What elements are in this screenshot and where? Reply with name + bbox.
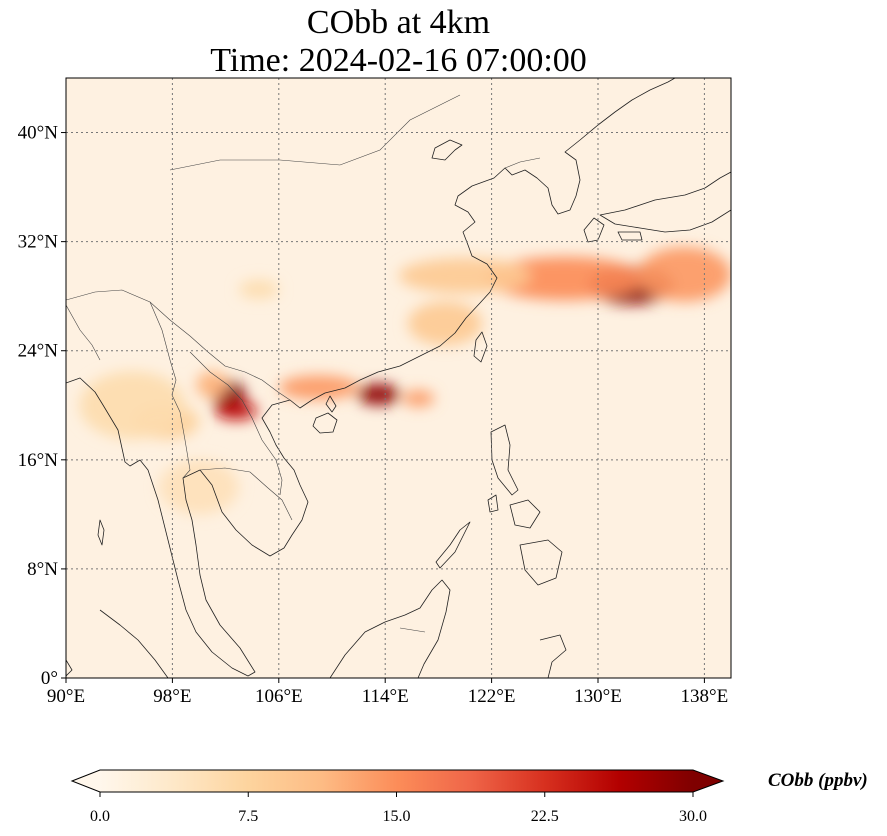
- lat-tick-label-0: 0°: [41, 668, 58, 689]
- hainan: [312, 412, 338, 434]
- visayas: [509, 499, 541, 529]
- mindanao: [519, 539, 563, 586]
- colorbar-max-extend: [693, 770, 723, 792]
- lat-tick-label-2: 16°N: [18, 450, 59, 471]
- co-plume-12: [238, 279, 279, 299]
- co-plume-1: [485, 256, 645, 301]
- co-plume-14: [159, 459, 239, 515]
- mindoro: [487, 494, 499, 513]
- co-plume-9: [196, 371, 229, 399]
- map-panel: [65, 77, 732, 679]
- latitude-ticks: 0° 8°N 16°N 24°N 32°N 40°N: [18, 123, 66, 689]
- lon-tick-label-0: 90°E: [47, 686, 85, 707]
- colorbar: 0.0 7.5 15.0 22.5 30.0: [70, 769, 725, 825]
- colorbar-min-extend: [72, 770, 100, 792]
- co-plume-8: [214, 401, 258, 421]
- colorbar-body: [100, 770, 693, 792]
- lon-tick-label-4: 122°E: [468, 686, 516, 707]
- borneo: [329, 579, 451, 678]
- lon-tick-label-1: 98°E: [153, 686, 191, 707]
- cb-tick-label-1: 7.5: [238, 808, 258, 825]
- border-mongolia: [169, 94, 461, 171]
- sumatra: [99, 609, 169, 678]
- border-sabah: [399, 627, 426, 633]
- country-borders: [66, 94, 541, 633]
- leizhou-peninsula: [325, 395, 337, 413]
- co-plume-5: [278, 375, 359, 400]
- co-plume-6: [402, 390, 435, 407]
- lat-tick-label-3: 24°N: [18, 341, 59, 362]
- bohai-coast: [431, 139, 463, 161]
- lon-tick-label-5: 130°E: [574, 686, 622, 707]
- border-thai-cambodia: [199, 467, 293, 521]
- co-plume-13: [79, 371, 186, 440]
- border-india: [66, 304, 101, 361]
- sulawesi: [539, 634, 567, 678]
- longitude-ticks: 90°E 98°E 106°E 114°E 122°E 130°E 138°E: [47, 678, 728, 707]
- co-plume-11: [407, 301, 483, 346]
- colorbar-ticks: 0.0 7.5 15.0 22.5 30.0: [90, 792, 707, 825]
- border-china-south: [66, 289, 291, 401]
- co-plume-4: [357, 383, 400, 406]
- lat-tick-label-1: 8°N: [27, 559, 58, 580]
- lon-tick-label-6: 138°E: [681, 686, 729, 707]
- japan-shikoku: [617, 231, 643, 241]
- taiwan: [473, 331, 488, 363]
- japan-honshu: [599, 171, 731, 233]
- japan-kyushu: [583, 217, 605, 243]
- gridlines: [66, 78, 731, 678]
- map-title-line2: Time: 2024-02-16 07:00:00: [210, 42, 587, 79]
- border-korea: [504, 157, 541, 169]
- co-plume-2: [637, 247, 731, 302]
- border-laos: [189, 351, 283, 496]
- map-frame: [65, 77, 732, 679]
- co-plume-3: [398, 258, 532, 294]
- lon-tick-label-3: 114°E: [362, 686, 409, 707]
- field-background: [66, 78, 731, 678]
- map-title-line1: CObb at 4km: [306, 4, 491, 41]
- lat-tick-label-5: 40°N: [18, 123, 59, 144]
- cb-tick-label-3: 22.5: [531, 808, 559, 825]
- cb-tick-label-2: 15.0: [383, 808, 411, 825]
- palawan: [435, 521, 471, 569]
- sri-lanka-edge: [66, 659, 73, 677]
- lat-tick-label-4: 32°N: [18, 232, 59, 253]
- co-concentration-field: [79, 247, 731, 515]
- colorbar-label: CObb (ppbv): [768, 770, 868, 791]
- cb-tick-label-4: 30.0: [679, 808, 707, 825]
- map-title: CObb at 4km Time: 2024-02-16 07:00:00: [66, 4, 731, 80]
- andaman-islands: [97, 519, 105, 546]
- lon-tick-label-2: 106°E: [255, 686, 303, 707]
- luzon: [490, 424, 519, 496]
- cb-tick-label-0: 0.0: [90, 808, 110, 825]
